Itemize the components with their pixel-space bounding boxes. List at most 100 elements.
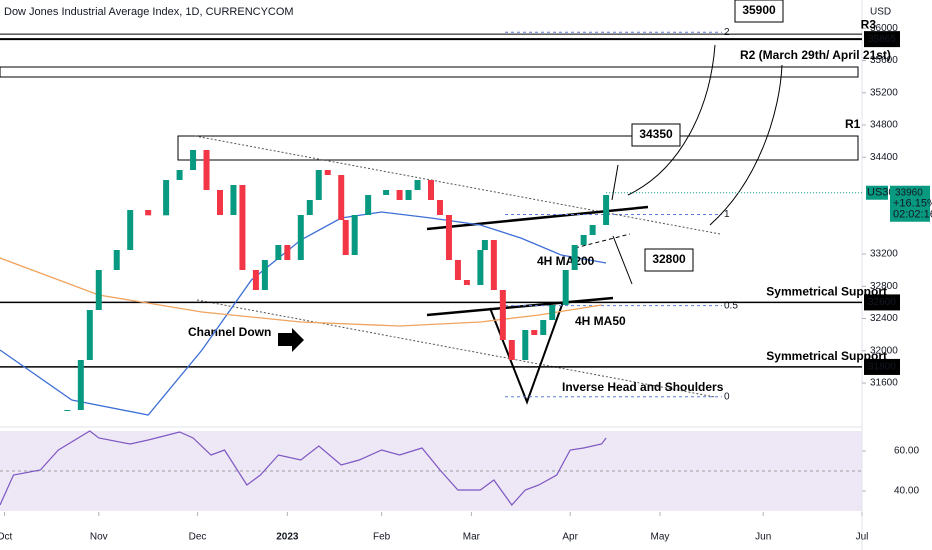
price-tag bbox=[890, 185, 930, 222]
candle bbox=[230, 185, 237, 215]
chart-title: Dow Jones Industrial Average Index, 1D, … bbox=[4, 6, 294, 18]
x-tick-label: Oct bbox=[0, 532, 12, 543]
arrow-r2 bbox=[709, 64, 783, 226]
candle bbox=[477, 250, 484, 285]
fib-label: 0.5 bbox=[724, 300, 738, 311]
r1-label: R1 bbox=[845, 117, 861, 131]
arrow-32800 bbox=[612, 235, 633, 285]
channel-label: Channel Down bbox=[188, 325, 271, 339]
candle bbox=[239, 185, 246, 270]
level-tag bbox=[864, 31, 900, 48]
candle bbox=[531, 330, 538, 335]
candle bbox=[589, 225, 596, 235]
target-label: 34350 bbox=[639, 127, 673, 141]
level-tag bbox=[864, 358, 900, 375]
y-tick-label: 35600 bbox=[870, 55, 898, 66]
candle bbox=[481, 240, 488, 250]
y-tick-label: 32800 bbox=[870, 281, 898, 292]
fib-label: 2 bbox=[724, 27, 730, 38]
candle bbox=[315, 170, 322, 200]
level-value: 32600 bbox=[868, 297, 896, 308]
candle bbox=[275, 245, 282, 260]
candle bbox=[562, 270, 569, 305]
candle bbox=[190, 150, 197, 170]
candle bbox=[203, 150, 210, 190]
x-tick-label: Nov bbox=[90, 532, 108, 543]
x-tick-label: May bbox=[651, 532, 670, 543]
candle bbox=[252, 270, 259, 290]
fib-label: 0 bbox=[724, 391, 730, 402]
level-value: 35865 bbox=[868, 34, 896, 45]
candle bbox=[365, 195, 372, 215]
y-tick-label: 33200 bbox=[870, 249, 898, 260]
projection bbox=[574, 233, 631, 249]
series-label: 4H MA50 bbox=[575, 314, 626, 328]
candle bbox=[603, 195, 610, 225]
y-tick-label: 32000 bbox=[870, 345, 898, 356]
candle bbox=[490, 240, 497, 290]
level-note: Symmetrical Support bbox=[766, 349, 887, 363]
candle bbox=[445, 215, 452, 260]
candle bbox=[463, 280, 470, 285]
x-tick-label: 2023 bbox=[276, 532, 299, 543]
y-tick-label: 34800 bbox=[870, 120, 898, 131]
candle bbox=[383, 190, 390, 195]
candle bbox=[580, 235, 587, 245]
callout-box bbox=[734, 0, 784, 23]
y-tick-label: 31600 bbox=[870, 378, 898, 389]
candle bbox=[436, 200, 443, 215]
callout-box bbox=[644, 248, 694, 272]
candle bbox=[145, 210, 152, 216]
x-tick-label: Mar bbox=[463, 532, 481, 543]
level-tag bbox=[864, 294, 900, 311]
rsi-band bbox=[0, 431, 862, 511]
candle bbox=[405, 190, 412, 200]
currency-label: USD bbox=[870, 7, 891, 18]
y-tick-label: 32400 bbox=[870, 313, 898, 324]
channel-arrow bbox=[278, 328, 304, 352]
candle bbox=[306, 200, 313, 215]
rsi-tick-label: 60.00 bbox=[894, 446, 919, 457]
arrow-35900 bbox=[627, 44, 716, 196]
rsi-tick-label: 40.00 bbox=[894, 486, 919, 497]
candle bbox=[324, 170, 331, 175]
level-note: Symmetrical Support bbox=[766, 285, 887, 299]
symbol-tag bbox=[866, 185, 888, 200]
x-tick-label: Jun bbox=[755, 532, 771, 543]
candle bbox=[216, 190, 223, 215]
channel-top bbox=[194, 135, 721, 235]
level-note: R3 bbox=[861, 17, 877, 31]
candle bbox=[522, 330, 529, 360]
candle bbox=[396, 190, 403, 200]
candle bbox=[428, 180, 434, 200]
r1-zone bbox=[177, 135, 859, 161]
ma-line bbox=[0, 257, 602, 327]
r2-zone bbox=[0, 66, 859, 78]
candle bbox=[540, 320, 547, 335]
candle bbox=[176, 170, 183, 180]
arrow-34350 bbox=[611, 164, 619, 201]
candle bbox=[163, 180, 170, 216]
candle bbox=[454, 260, 461, 280]
target-label: 35900 bbox=[742, 3, 776, 17]
candle bbox=[338, 175, 345, 220]
candle bbox=[414, 180, 421, 190]
series-label: 4H MA200 bbox=[537, 254, 595, 268]
pattern-label: Inverse Head and Shoulders bbox=[562, 380, 724, 394]
candle bbox=[95, 270, 102, 310]
x-tick-label: Jul bbox=[856, 532, 869, 543]
y-tick-label: 34400 bbox=[870, 152, 898, 163]
candle bbox=[113, 250, 120, 270]
neckline bbox=[426, 296, 614, 317]
current-countdown: 02:02:16 bbox=[893, 209, 932, 221]
candle bbox=[549, 305, 556, 320]
candle bbox=[261, 260, 268, 290]
candle bbox=[284, 245, 291, 260]
candle bbox=[86, 310, 93, 360]
r2-label: R2 (March 29th/ April 21st) bbox=[740, 48, 891, 62]
candle bbox=[499, 290, 506, 340]
candle bbox=[127, 210, 134, 250]
level-value: 31800 bbox=[868, 362, 896, 373]
x-tick-label: Dec bbox=[189, 532, 207, 543]
